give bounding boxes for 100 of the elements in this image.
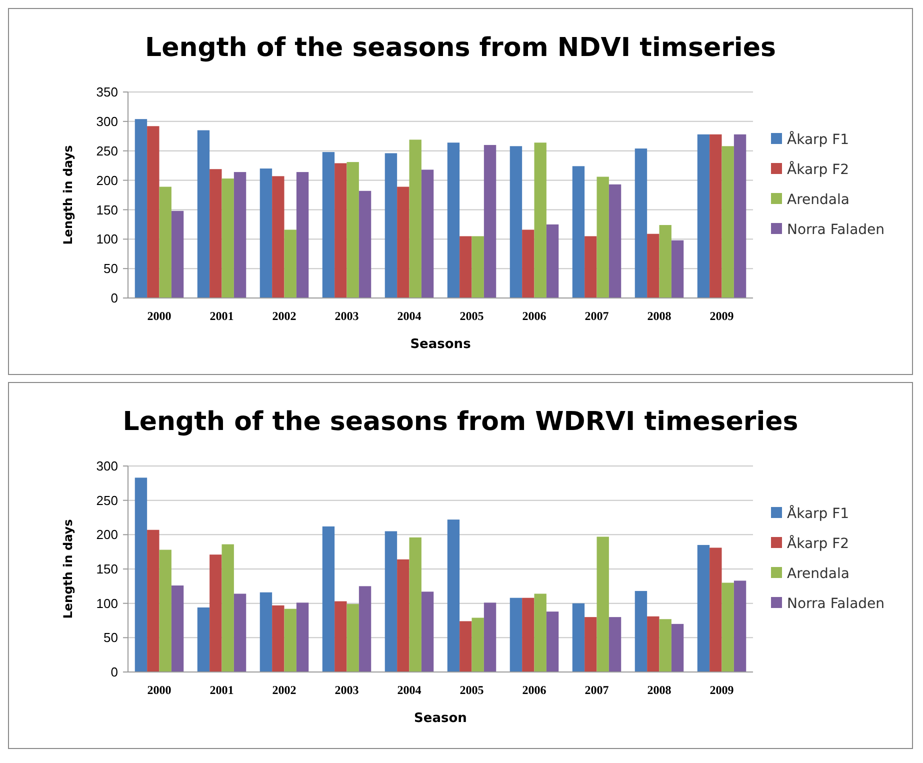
x-tick-label: 2000 xyxy=(147,683,172,697)
bar xyxy=(671,624,684,672)
bar xyxy=(210,169,222,298)
x-tick-label: 2001 xyxy=(210,683,234,697)
bar xyxy=(134,478,148,672)
y-tick-label: 300 xyxy=(96,114,118,129)
bar xyxy=(460,236,472,298)
x-tick-label: 2003 xyxy=(334,683,359,697)
x-axis-title: Season xyxy=(414,711,467,726)
y-tick-label: 100 xyxy=(96,596,118,611)
bar xyxy=(671,240,684,298)
bar xyxy=(409,140,422,298)
bar xyxy=(384,531,398,672)
x-tick-label: 2004 xyxy=(397,683,422,697)
legend-label: Norra Faladen xyxy=(787,596,885,612)
y-tick-label: 50 xyxy=(104,261,118,276)
legend-label: Åkarp F1 xyxy=(787,504,850,522)
bar xyxy=(534,142,546,298)
x-tick-label: 2002 xyxy=(272,683,296,697)
legend-label: Åkarp F2 xyxy=(787,534,850,552)
x-tick-label: 2004 xyxy=(397,309,422,323)
x-tick-label: 2005 xyxy=(460,683,484,697)
bar xyxy=(447,142,460,298)
bar xyxy=(484,602,496,672)
bar xyxy=(284,608,296,672)
bar xyxy=(296,602,309,672)
bar xyxy=(421,592,434,672)
legend-label: Arendala xyxy=(787,566,850,582)
bar xyxy=(234,594,246,672)
bar xyxy=(334,163,347,298)
bar xyxy=(722,582,734,672)
bar xyxy=(159,550,172,672)
bar xyxy=(447,520,460,672)
y-tick-label: 300 xyxy=(96,458,118,474)
x-tick-label: 2001 xyxy=(210,309,234,323)
legend-label: Åkarp F1 xyxy=(787,130,850,148)
bar xyxy=(409,537,422,672)
x-tick-label: 2002 xyxy=(272,309,296,323)
bar xyxy=(222,544,234,672)
y-tick-label: 0 xyxy=(110,290,118,306)
bar xyxy=(710,548,722,672)
bar xyxy=(572,166,585,298)
bar xyxy=(647,234,660,298)
bar xyxy=(546,224,559,298)
x-tick-label: 2003 xyxy=(334,309,359,323)
bar xyxy=(734,580,746,672)
y-tick-label: 250 xyxy=(96,143,118,158)
x-tick-label: 2008 xyxy=(647,683,672,697)
bar xyxy=(534,594,546,672)
bar xyxy=(472,236,484,298)
bar xyxy=(272,176,284,298)
y-tick-label: 0 xyxy=(110,664,118,680)
bar xyxy=(472,618,484,672)
bar xyxy=(296,172,309,298)
bar xyxy=(634,148,648,298)
y-tick-label: 250 xyxy=(96,492,118,508)
bar xyxy=(522,598,534,672)
bar xyxy=(572,603,585,672)
bar xyxy=(197,130,210,298)
y-tick-label: 150 xyxy=(96,562,118,577)
y-axis-title: Length in days xyxy=(61,519,75,619)
bar xyxy=(384,153,398,298)
bar xyxy=(584,617,597,672)
x-tick-label: 2005 xyxy=(460,309,484,323)
bar xyxy=(397,186,410,298)
bar xyxy=(697,134,710,298)
bar xyxy=(171,585,184,672)
bar xyxy=(596,536,609,672)
bar xyxy=(397,559,410,672)
x-axis-title: Seasons xyxy=(410,337,472,352)
bar xyxy=(284,230,296,298)
bar xyxy=(546,612,559,672)
x-tick-label: 2007 xyxy=(584,683,609,697)
bar xyxy=(608,184,622,298)
bar xyxy=(722,146,734,298)
legend-label: Norra Faladen xyxy=(787,222,885,238)
bar xyxy=(659,619,672,672)
bar xyxy=(510,598,522,672)
bar xyxy=(596,176,609,298)
chart-title: Length of the seasons from NDVI timseries xyxy=(145,33,776,63)
bar xyxy=(346,604,359,672)
bar xyxy=(322,526,335,672)
bar xyxy=(222,178,234,298)
y-tick-label: 200 xyxy=(96,527,118,542)
x-tick-label: 2007 xyxy=(584,309,609,323)
x-tick-label: 2009 xyxy=(710,683,734,697)
bar xyxy=(260,168,272,298)
bar xyxy=(134,119,148,298)
bar xyxy=(421,170,434,298)
bar xyxy=(484,144,496,298)
bar xyxy=(322,152,335,298)
x-tick-label: 2006 xyxy=(522,683,546,697)
bar xyxy=(522,230,534,298)
bar xyxy=(510,146,522,298)
bar xyxy=(147,530,160,672)
y-tick-label: 350 xyxy=(96,84,118,100)
legend-label: Arendala xyxy=(787,192,850,208)
y-axis-title: Length in days xyxy=(61,145,75,245)
chart-title: Length of the seasons from WDRVI timeseries xyxy=(122,407,798,437)
legend-label: Åkarp F2 xyxy=(787,160,850,178)
